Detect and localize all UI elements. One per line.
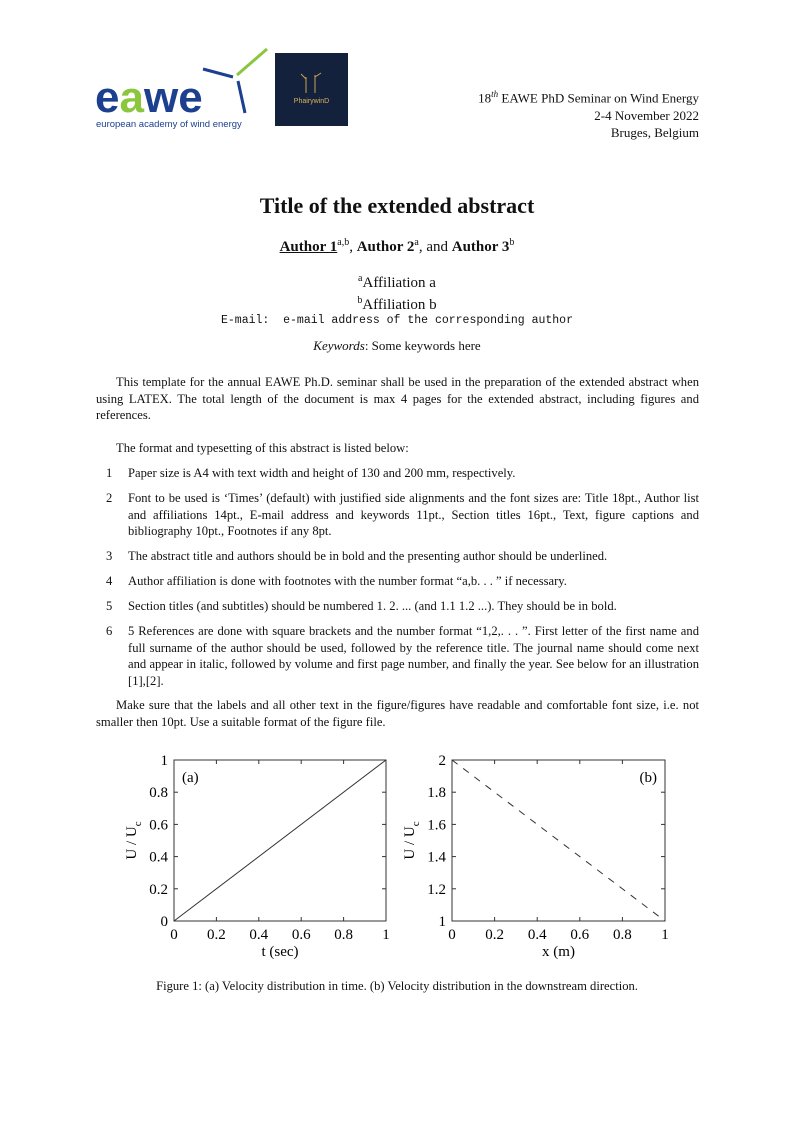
- x-tick-label: 0.6: [570, 927, 589, 943]
- y-tick-label: 0.2: [149, 882, 168, 898]
- y-axis-label: U / Uc: [124, 821, 144, 859]
- svg-text:PhairywinD: PhairywinD: [294, 98, 329, 105]
- y-tick-label: 0: [161, 914, 169, 930]
- list-item: 1 Paper size is A4 with text width and he…: [106, 466, 516, 480]
- panel-label: (b): [640, 770, 658, 786]
- logo-subtitle: european academy of wind energy: [96, 119, 242, 130]
- list-item: 2 Font to be used is ‘Times’ (default) wi…: [106, 491, 699, 538]
- x-axis-label: x (m): [542, 944, 575, 960]
- y-tick-label: 1.2: [427, 882, 446, 898]
- keywords: Keywords: Some keywords here: [313, 338, 481, 353]
- x-axis-label: t (sec): [261, 944, 298, 960]
- x-tick-label: 0.6: [292, 927, 311, 943]
- x-tick-label: 0.4: [249, 927, 268, 943]
- panel-label: (a): [182, 770, 199, 786]
- x-tick-label: 0.8: [334, 927, 353, 943]
- y-tick-label: 1: [439, 914, 447, 930]
- event-info: 18th EAWE PhD Seminar on Wind Energy 2-4…: [478, 89, 699, 141]
- plot-frame: [451, 759, 666, 922]
- y-tick-label: 2: [439, 753, 447, 769]
- y-tick-label: 0.8: [149, 785, 168, 801]
- figure-1: 0 0.2 0.4 0.6 0.8 100.20.40.60.81(a)t (sec)U …: [124, 753, 669, 960]
- phairywind-logo: PhairywinD: [275, 53, 348, 126]
- series-line: [173, 759, 387, 922]
- y-tick-label: 0.6: [149, 817, 168, 833]
- x-tick-label: 1: [661, 927, 669, 943]
- author-list: Author 1a,b, Author 2a, and Author 3b: [279, 237, 515, 255]
- y-axis-label: U / Uc: [402, 821, 422, 859]
- list-item: 5 Section titles (and subtitles) should b…: [106, 599, 617, 613]
- affiliations: aAffiliation a bAffiliation b: [357, 273, 437, 313]
- plot-frame: [173, 759, 387, 922]
- x-tick-label: 0.4: [528, 927, 547, 943]
- email: E-mail: e-mail address of the correspond…: [221, 314, 573, 327]
- x-tick-label: 0.2: [485, 927, 504, 943]
- y-tick-label: 1.8: [427, 785, 446, 801]
- list-item: 4 Author affiliation is done with footnot…: [106, 574, 567, 588]
- figure-caption: Figure 1: (a) Velocity distribution in t…: [156, 979, 638, 993]
- series-line: [451, 759, 666, 922]
- intro-paragraph: This template for the annual EAWE Ph.D. …: [96, 375, 699, 422]
- x-tick-label: 0.2: [207, 927, 226, 943]
- list-item: 3 The abstract title and authors should b…: [106, 549, 608, 563]
- x-tick-label: 0: [448, 927, 456, 943]
- y-tick-label: 0.4: [149, 850, 168, 866]
- figure-note: Make sure that the labels and all other …: [96, 698, 699, 729]
- x-tick-label: 1: [382, 927, 390, 943]
- x-tick-label: 0: [170, 927, 178, 943]
- format-intro: The format and typesetting of this abstr…: [116, 441, 409, 455]
- y-tick-label: 1.4: [427, 850, 446, 866]
- y-tick-label: 1.6: [427, 817, 446, 833]
- y-tick-label: 1: [161, 753, 169, 769]
- page-title: Title of the extended abstract: [259, 193, 535, 218]
- logo-text: eawe: [95, 73, 203, 122]
- eawe-logo: eawe european academy of wind energy: [95, 45, 270, 130]
- x-tick-label: 0.8: [613, 927, 632, 943]
